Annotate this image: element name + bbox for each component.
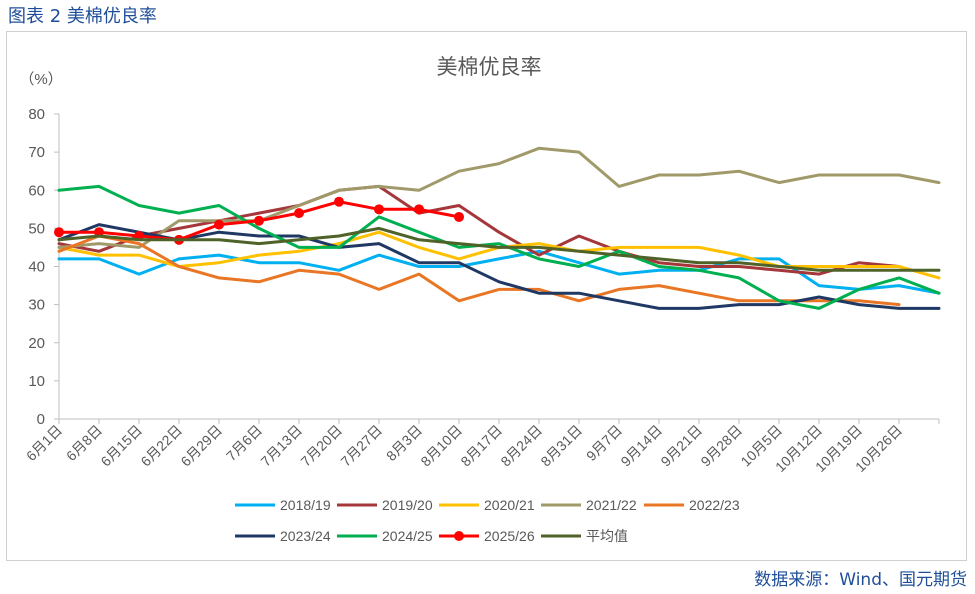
legend-label: 平均值 (586, 528, 628, 544)
legend-item: 2024/25 (337, 528, 433, 544)
legend-label: 2019/20 (382, 497, 433, 513)
legend-item: 平均值 (541, 528, 628, 544)
axes: 010203040506070806月1日6月8日6月15日6月22日6月29日… (23, 106, 940, 475)
legend-label: 2018/19 (280, 497, 331, 513)
x-tick-label: 7月27日 (337, 422, 385, 470)
series-lines (54, 146, 941, 310)
series-line (57, 184, 941, 310)
x-tick-label: 9月21日 (657, 422, 705, 470)
series-line (57, 184, 901, 276)
series-2019/20 (57, 184, 901, 276)
y-axis-unit-label: （%） (19, 71, 62, 88)
figure-caption: 图表 2 美棉优良率 (8, 6, 157, 27)
x-tick-label: 7月13日 (257, 422, 305, 470)
legend-label: 2024/25 (382, 528, 433, 544)
legend-label: 2021/22 (586, 497, 637, 513)
legend-item: 2021/22 (541, 497, 637, 513)
data-point (94, 227, 104, 238)
legend-item: 2020/21 (439, 497, 535, 513)
data-point (254, 215, 264, 226)
y-tick-label: 60 (28, 182, 45, 199)
legend-item: 2018/19 (235, 497, 331, 513)
series-line (57, 234, 901, 307)
legend-item: 2022/23 (644, 497, 740, 513)
x-tick-label: 8月10日 (417, 422, 465, 470)
line-chart: 美棉优良率 （%） 010203040506070806月1日6月8日6月15日… (19, 56, 941, 544)
y-tick-label: 80 (28, 106, 45, 123)
x-tick-label: 7月20日 (297, 422, 345, 470)
legend-label: 2025/26 (484, 528, 535, 544)
legend-label: 2022/23 (689, 497, 740, 513)
legend-item: 2025/26 (439, 528, 535, 544)
chart-title: 美棉优良率 (437, 56, 542, 79)
data-source-note: 数据来源：Wind、国元期货 (754, 570, 967, 590)
y-tick-label: 10 (28, 373, 45, 390)
y-tick-label: 70 (28, 144, 45, 161)
series-2024/25 (57, 184, 941, 310)
y-tick-label: 40 (28, 259, 45, 276)
legend-item: 2023/24 (235, 528, 331, 544)
x-tick-label: 6月22日 (137, 422, 185, 470)
legend: 2018/19 2019/20 2020/21 2021/22 2022/23 2023/… (235, 497, 740, 544)
data-point (294, 208, 304, 219)
data-point (454, 211, 464, 222)
series-2022/23 (57, 234, 901, 307)
data-point (334, 196, 344, 207)
legend-item: 2019/20 (337, 497, 433, 513)
series-2021/22 (57, 146, 941, 249)
x-tick-label: 8月17日 (457, 422, 505, 470)
legend-label: 2020/21 (484, 497, 535, 513)
y-tick-label: 0 (37, 411, 45, 428)
y-tick-label: 30 (28, 297, 45, 314)
series-line (57, 146, 941, 249)
chart-container: 美棉优良率 （%） 0 10 20 30 40 50 60 70 80 6月1日 6月8日 6月15日… (6, 31, 967, 561)
data-point (214, 219, 224, 230)
series-line (57, 226, 941, 272)
series-平均值 (57, 226, 941, 272)
x-tick-label: 6月1日 (23, 422, 65, 464)
x-tick-label: 9月14日 (617, 422, 665, 470)
x-tick-label: 8月31日 (537, 422, 585, 470)
data-point (54, 227, 64, 238)
x-tick-label: 6月15日 (97, 422, 145, 470)
legend-marker (454, 531, 464, 541)
y-tick-label: 20 (28, 335, 45, 352)
data-point (414, 204, 424, 215)
x-tick-label: 6月29日 (177, 422, 225, 470)
x-tick-label: 9月28日 (697, 422, 745, 470)
legend-label: 2023/24 (280, 528, 331, 544)
x-tick-label: 8月24日 (497, 422, 545, 470)
y-tick-label: 50 (28, 220, 45, 237)
data-point (374, 204, 384, 215)
